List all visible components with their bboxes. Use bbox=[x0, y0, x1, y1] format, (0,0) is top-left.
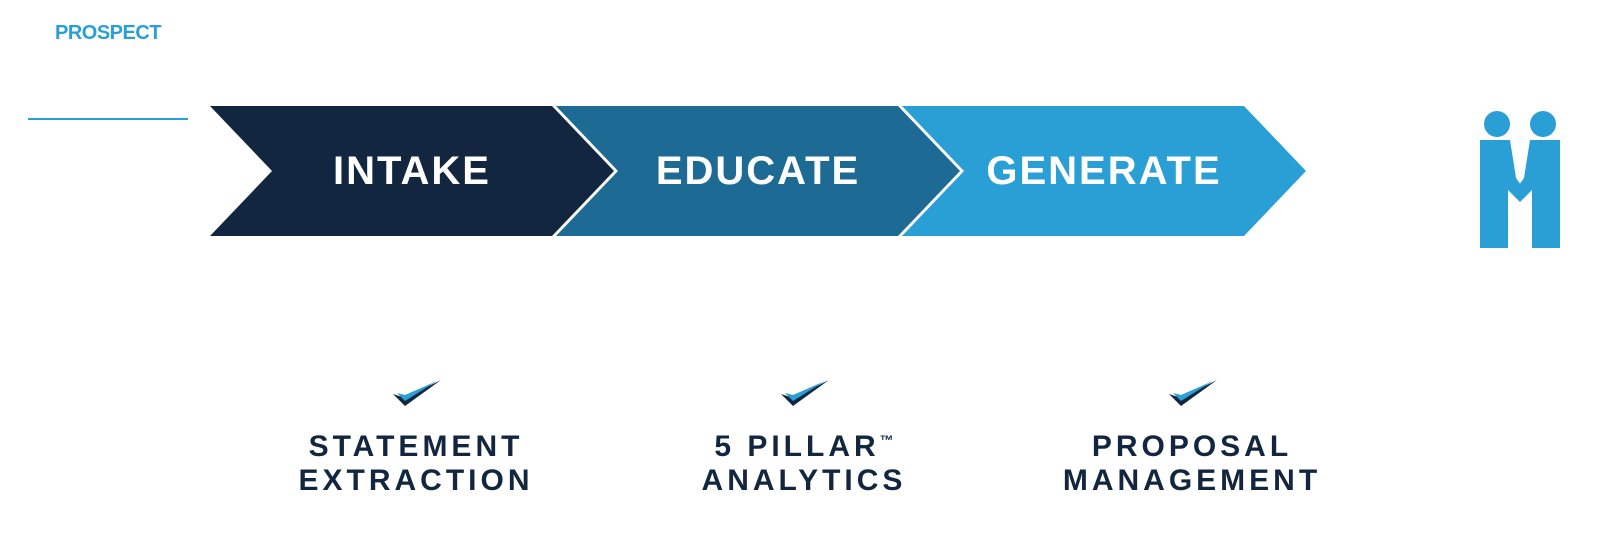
caption-line: PROPOSAL bbox=[1002, 430, 1382, 464]
checkmark-icon bbox=[391, 378, 441, 406]
process-chevrons: INTAKE EDUCATE GENERATE bbox=[210, 106, 1440, 246]
caption-statement-extraction: STATEMENT EXTRACTION bbox=[226, 430, 606, 498]
diagram-stage: PROSPECT INTAKE EDUCATE GENERATE STATEMENT… bbox=[0, 0, 1600, 533]
chevron-label: INTAKE bbox=[333, 149, 491, 193]
checkmark-icon bbox=[1167, 378, 1217, 406]
divider-line bbox=[28, 118, 188, 120]
handshake-icon bbox=[1460, 98, 1580, 248]
caption-line: EXTRACTION bbox=[226, 464, 606, 498]
caption-line: ANALYTICS bbox=[614, 464, 994, 498]
caption-line: STATEMENT bbox=[226, 430, 606, 464]
chevron-label: GENERATE bbox=[986, 149, 1221, 193]
checkmark-icon bbox=[779, 378, 829, 406]
trademark-symbol: ™ bbox=[880, 432, 894, 448]
caption-5-pillar-analytics: 5 PILLAR™ ANALYTICS bbox=[614, 430, 994, 498]
caption-line: MANAGEMENT bbox=[1002, 464, 1382, 498]
caption-line: 5 PILLAR™ bbox=[614, 430, 994, 464]
caption-proposal-management: PROPOSAL MANAGEMENT bbox=[1002, 430, 1382, 498]
chevron-label: EDUCATE bbox=[656, 149, 860, 193]
caption-text: 5 PILLAR bbox=[714, 430, 879, 463]
prospect-label: PROSPECT bbox=[55, 22, 161, 45]
